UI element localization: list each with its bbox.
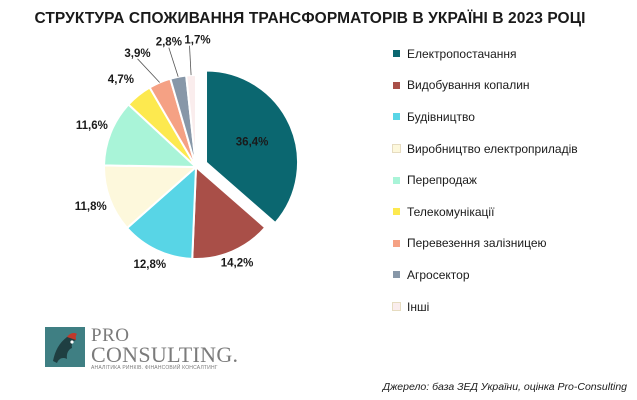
legend-label-2: Видобування копалин [407, 78, 530, 93]
legend-swatch-4 [392, 144, 401, 154]
legend-item-9: Інші [392, 291, 633, 323]
logo-pro-text: PRO [91, 325, 130, 346]
pie-slice-4 [103, 164, 199, 230]
legend-swatch-5 [393, 176, 400, 184]
legend-item-6: Телекомунікації [393, 196, 633, 228]
leader-line-7 [137, 58, 160, 83]
legend-item-4: Виробництво електроприладів [392, 133, 633, 165]
pie-slice-9 [185, 73, 197, 168]
legend-swatch-8 [393, 271, 400, 279]
legend-swatch-9 [392, 302, 401, 312]
legend-item-5: Перепродаж [393, 164, 633, 196]
legend-label-1: Електропостачання [407, 46, 517, 61]
legend-label-7: Перевезення залізницею [407, 236, 547, 251]
slice-labels: 36,4% 14,2% 12,8% 11,8% 11,6% 4,7% 3,9% 2,8% 1,7… [75, 35, 269, 271]
logo-tagline: АНАЛІТИКА РИНКІВ. ФІНАНСОВИЙ КОНСАЛТИНГ [91, 365, 218, 371]
legend-label-6: Телекомунікації [407, 204, 495, 219]
logo-consulting-text: CONSULTING. [91, 342, 239, 367]
chart-legend: Електропостачання Видобування копалин Буді… [392, 38, 633, 323]
slice-label-3: 12,8% [134, 259, 167, 271]
pie-slice-3 [125, 164, 198, 260]
legend-label-8: Агросектор [407, 267, 470, 282]
slice-label-7: 3,9% [124, 48, 150, 60]
legend-swatch-2 [393, 81, 400, 89]
legend-label-4: Виробництво електроприладів [407, 141, 578, 156]
pie-slice-1 [205, 69, 299, 225]
slice-label-1: 36,4% [236, 137, 269, 149]
legend-label-9: Інші [407, 299, 430, 314]
legend-swatch-1 [393, 50, 400, 58]
legend-swatch-6 [393, 208, 400, 216]
pro-consulting-logo: PRO CONSULTING. АНАЛІТИКА РИНКІВ. ФІНАНС… [45, 325, 238, 375]
slice-label-8: 2,8% [156, 37, 182, 49]
chart-title: СТРУКТУРА СПОЖИВАННЯ ТРАНСФОРМАТОРІВ В У… [34, 10, 586, 27]
pie-slice-2 [191, 164, 267, 260]
slice-label-6: 4,7% [108, 74, 134, 86]
slice-label-9: 1,7% [184, 35, 210, 47]
slice-label-2: 14,2% [221, 258, 254, 270]
leader-line-8 [168, 47, 179, 77]
legend-item-2: Видобування копалин [393, 70, 633, 102]
legend-item-8: Агросектор [393, 259, 633, 291]
legend-label-5: Перепродаж [407, 173, 477, 188]
legend-label-3: Будівництво [407, 109, 475, 124]
slice-label-5: 11,6% [76, 120, 108, 132]
legend-item-1: Електропостачання [393, 38, 633, 70]
leader-line-9 [189, 45, 192, 76]
pie-slice-5 [102, 103, 199, 169]
legend-swatch-7 [393, 239, 400, 247]
leader-lines [137, 45, 192, 83]
logo-mark-icon [45, 327, 85, 367]
pie-slices [102, 69, 299, 260]
slice-label-4: 11,8% [75, 201, 107, 213]
legend-item-7: Перевезення залізницею [393, 228, 633, 260]
legend-item-3: Будівництво [393, 101, 633, 133]
legend-swatch-3 [393, 113, 400, 121]
source-note: Джерело: база ЗЕД України, оцінка Pro-Co… [382, 381, 627, 393]
